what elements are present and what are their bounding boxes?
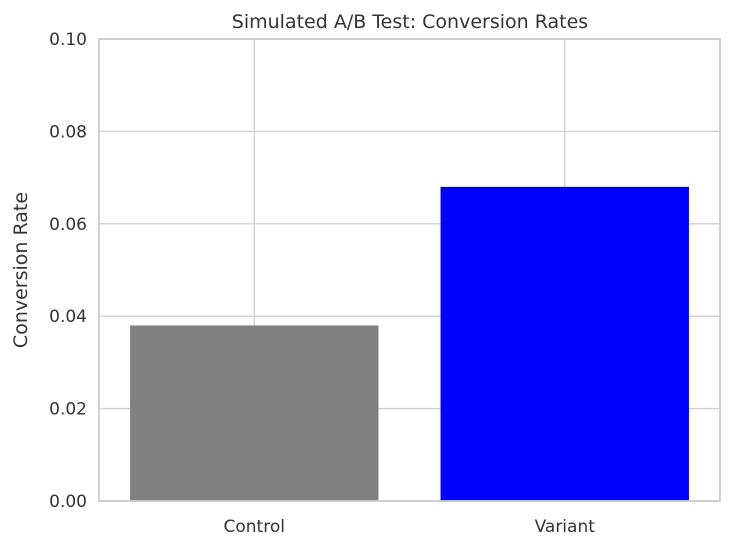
- x-tick-labels: Control Variant: [224, 517, 596, 537]
- y-tick-label: 0.10: [49, 30, 87, 50]
- y-tick-label: 0.04: [49, 307, 87, 327]
- x-tick-label: Variant: [535, 517, 596, 537]
- bars-layer: [130, 186, 689, 501]
- x-tick-label: Control: [224, 517, 285, 537]
- bar-variant: [440, 186, 689, 501]
- plot-frame: [98, 38, 721, 502]
- y-tick-label: 0.00: [49, 492, 87, 512]
- y-axis-label: Conversion Rate: [10, 192, 32, 348]
- y-tick-label: 0.02: [49, 400, 87, 420]
- chart-title: Simulated A/B Test: Conversion Rates: [232, 11, 588, 33]
- y-tick-label: 0.06: [49, 215, 87, 235]
- y-tick-label: 0.08: [49, 122, 87, 142]
- bar-control: [130, 325, 379, 501]
- y-tick-labels: 0.00 0.02 0.04 0.06 0.08 0.10: [49, 30, 87, 512]
